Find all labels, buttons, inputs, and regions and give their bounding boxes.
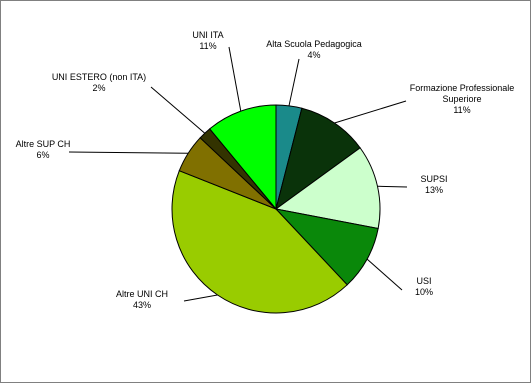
slice-label: Formazione Professionale Superiore 11% <box>410 83 515 115</box>
slice-name: SUPSI <box>420 174 447 184</box>
slice-name: USI <box>416 276 431 286</box>
slice-percent: 2% <box>92 83 105 93</box>
slice-label: SUPSI 13% <box>420 174 447 195</box>
slice-percent: 10% <box>415 287 433 297</box>
pie-slice-uni-ita <box>209 104 277 211</box>
pie-slice-altre-uni-ch <box>171 170 348 314</box>
slice-percent: 43% <box>133 300 151 310</box>
slice-percent: 11% <box>199 41 216 51</box>
slice-name: Superiore <box>442 94 481 104</box>
slice-labels: Alta Scuola Pedagogica 4% Formazione Profe… <box>16 30 515 310</box>
slice-label: Alta Scuola Pedagogica 4% <box>266 39 362 60</box>
pie-slices <box>171 104 381 314</box>
slice-percent: 4% <box>307 50 320 60</box>
slice-percent: 6% <box>36 150 49 160</box>
leader-line <box>377 185 408 188</box>
slice-label: Altre UNI CH 43% <box>116 289 168 310</box>
slice-label: USI 10% <box>415 276 433 297</box>
slice-percent: 11% <box>453 105 470 115</box>
slice-label: UNI ESTERO (non ITA) 2% <box>52 72 146 93</box>
slice-name: Formazione Professionale <box>410 83 515 93</box>
leader-line <box>366 258 403 291</box>
leader-line <box>334 100 407 124</box>
leader-line <box>228 46 242 112</box>
slice-name: Altre UNI CH <box>116 289 168 299</box>
leader-line <box>183 294 218 302</box>
slice-label: UNI ITA 11% <box>192 30 223 51</box>
pie-slice-formazione-professionale-superiore <box>275 107 361 211</box>
leader-line <box>288 58 300 106</box>
pie-slice-supsi <box>274 147 381 230</box>
slice-label: Altre SUP CH 6% <box>16 139 71 160</box>
slice-name: UNI ESTERO (non ITA) <box>52 72 146 82</box>
leader-line <box>150 86 206 134</box>
slice-name: UNI ITA <box>192 30 223 40</box>
slice-percent: 13% <box>425 185 443 195</box>
leader-lines <box>68 46 408 302</box>
slice-name: Altre SUP CH <box>16 139 71 149</box>
slice-name: Alta Scuola Pedagogica <box>266 39 362 49</box>
leader-line <box>68 151 189 154</box>
